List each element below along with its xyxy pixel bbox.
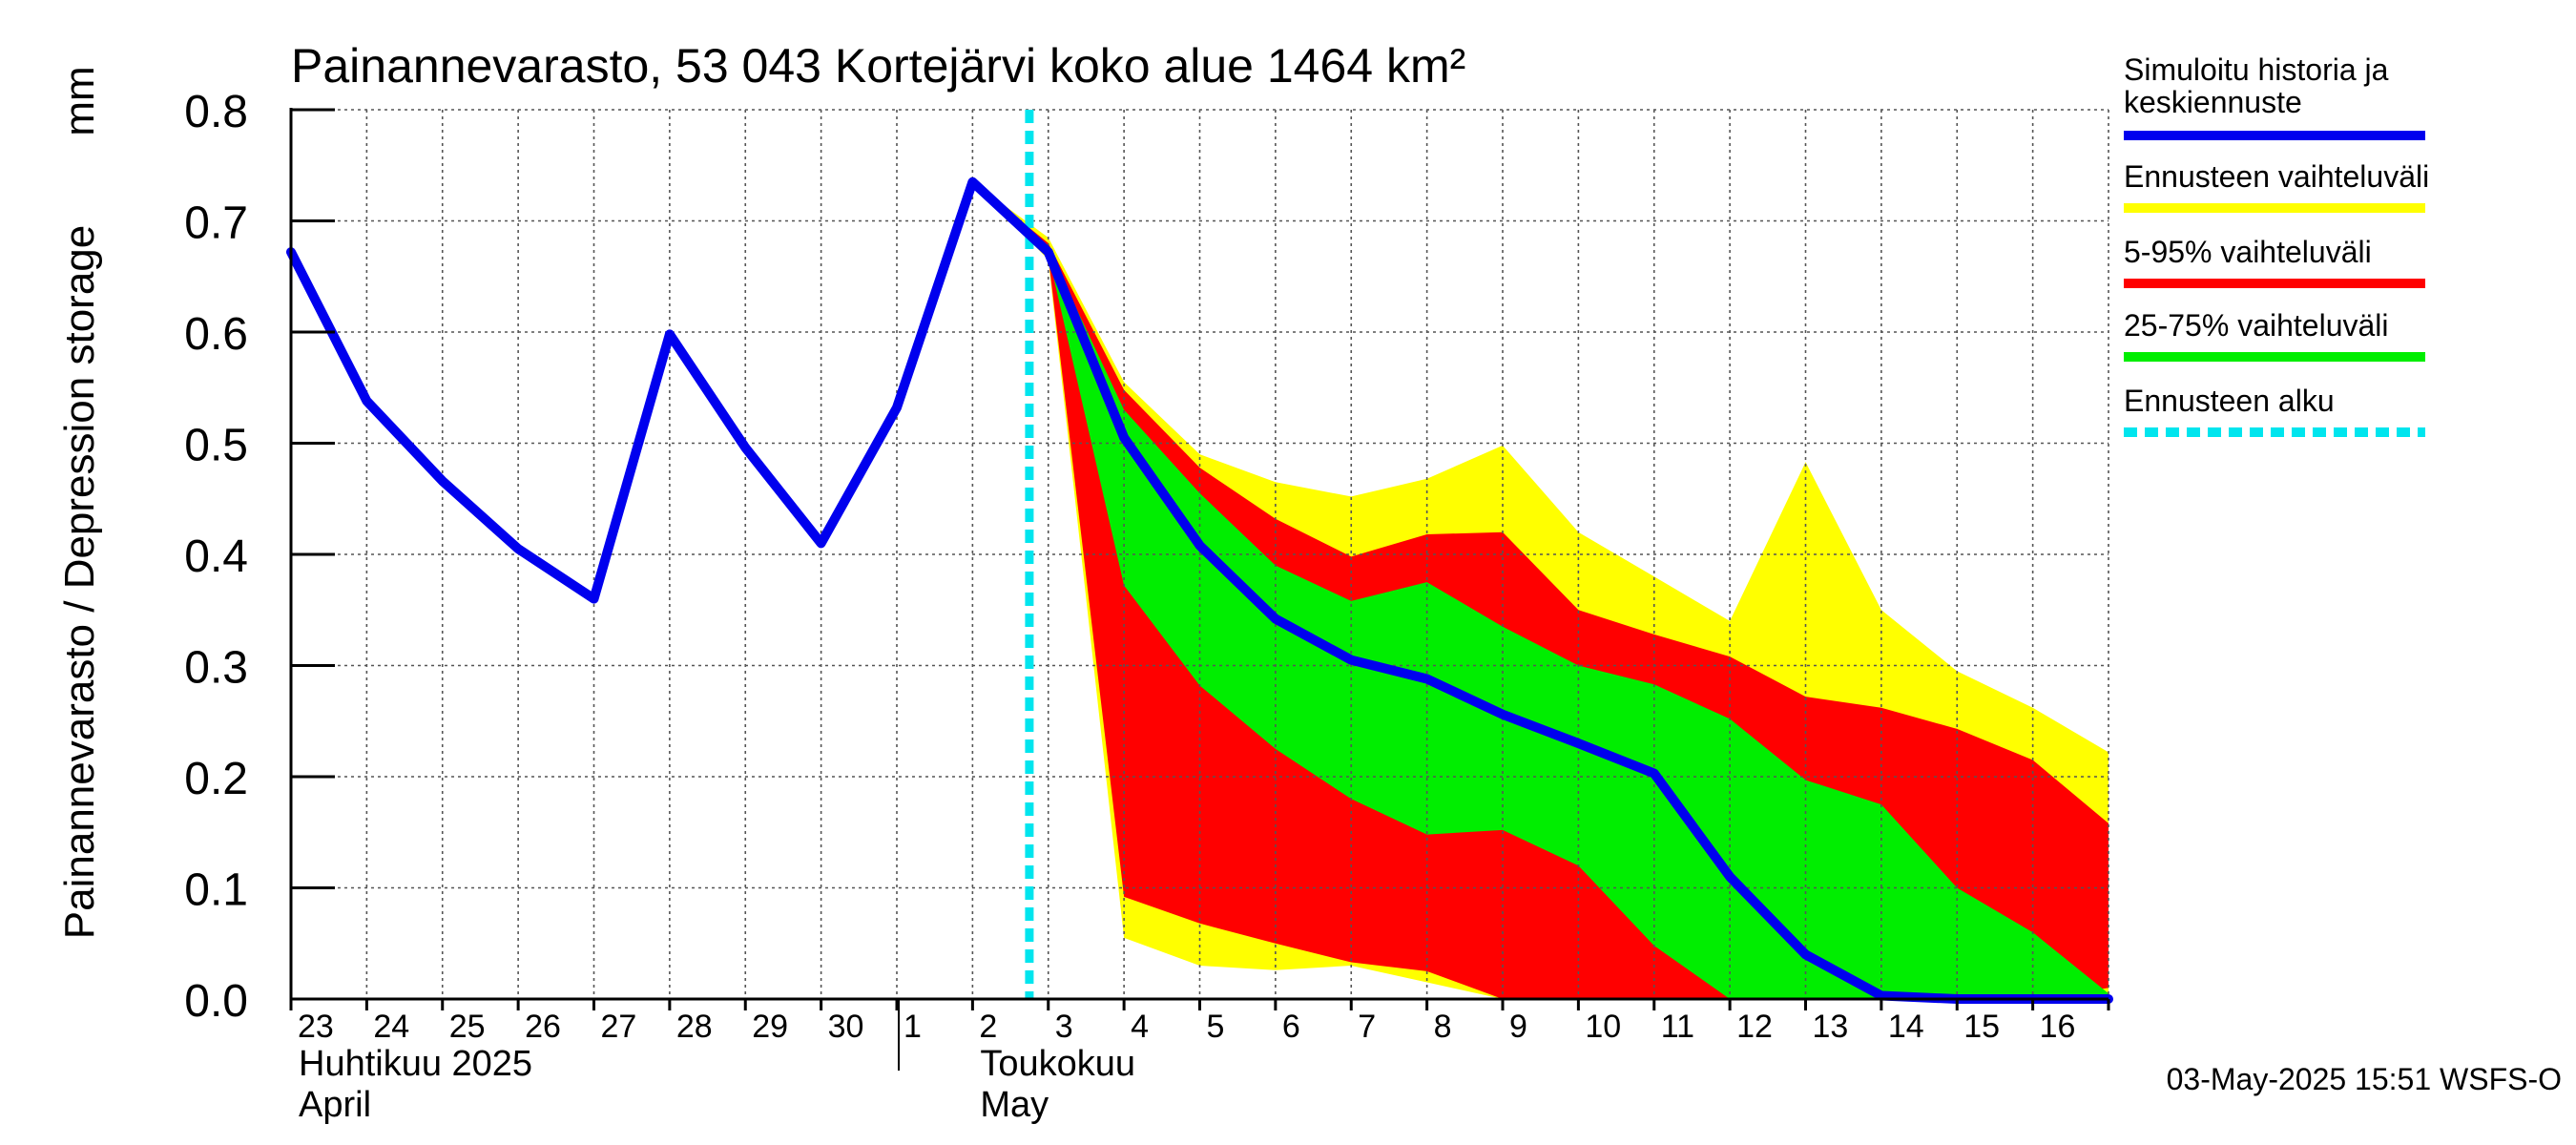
legend-label: Simuloitu historia ja keskiennuste [2124,52,2389,119]
y-axis-unit: mm [56,66,103,135]
x-tick-label: 15 [1963,1009,2000,1045]
band-area-2 [972,181,2109,1000]
legend-label: 25-75% vaihteluväli [2124,308,2389,343]
footer-timestamp: 03-May-2025 15:51 WSFS-O [2167,1062,2562,1096]
legend-label: Ennusteen vaihteluväli [2124,159,2429,194]
x-tick-label: 11 [1661,1009,1694,1045]
x-tick-label: 14 [1888,1009,1924,1045]
x-tick-label: 23 [298,1009,334,1045]
x-tick-label: 27 [601,1009,637,1045]
x-tick-label: 29 [752,1009,788,1045]
x-tick-label: 8 [1434,1009,1452,1045]
y-tick-label: 0.7 [184,198,248,249]
axes [289,108,2110,1010]
x-tick-label: 13 [1813,1009,1849,1045]
y-tick-label: 0.2 [184,754,248,804]
y-tick-labels: 0.0 0.1 0.2 0.3 0.4 0.5 0.6 0.7 0.8 [184,87,248,1027]
x-tick-label: 25 [449,1009,486,1045]
x-tick-label: 1 [904,1009,922,1045]
y-tick-label: 0.6 [184,309,248,360]
x-tick-label: 5 [1207,1009,1225,1045]
legend-label: 5-95% vaihteluväli [2124,235,2372,269]
x-tick-label: 26 [525,1009,561,1045]
y-tick-label: 0.0 [184,976,248,1027]
month-label-en: May [980,1085,1049,1125]
x-tick-label: 28 [676,1009,713,1045]
series-lines [286,177,2113,1004]
y-tick-label: 0.4 [184,531,248,582]
x-tick-label: 10 [1585,1009,1621,1045]
x-tick-labels: 23 24 25 26 27 28 29 30 1 2 3 4 5 6 7 8 9 10 11 12 13 14 15 16 [298,1009,2075,1045]
x-tick-label: 12 [1736,1009,1773,1045]
x-tick-label: 6 [1282,1009,1300,1045]
y-axis-label: Painannevarasto / Depression storage [56,225,103,939]
x-tick-label: 4 [1131,1009,1149,1045]
y-tick-label: 0.5 [184,421,248,471]
x-tick-label: 24 [373,1009,409,1045]
x-tick-label: 9 [1509,1009,1527,1045]
y-tick-label: 0.1 [184,865,248,916]
x-tick-label: 30 [828,1009,864,1045]
grid-lines [291,109,2109,1000]
month-label-fi: Toukokuu [980,1044,1135,1084]
forecast-bands [972,181,2109,1000]
x-tick-label: 16 [2040,1009,2076,1045]
month-label-en: April [299,1085,371,1125]
x-tick-label: 3 [1055,1009,1073,1045]
month-label-fi: Huhtikuu 2025 [299,1044,532,1084]
y-tick-label: 0.3 [184,643,248,694]
series-line-0 [286,177,2113,1004]
x-tick-label: 2 [979,1009,997,1045]
x-tick-label: 7 [1358,1009,1376,1045]
y-tick-label: 0.8 [184,87,248,137]
chart-title: Painannevarasto, 53 043 Kortejärvi koko … [291,39,1465,93]
legend: Simuloitu historia ja keskiennuste Ennuste… [2124,52,2429,437]
legend-label: Ennusteen alku [2124,384,2335,418]
